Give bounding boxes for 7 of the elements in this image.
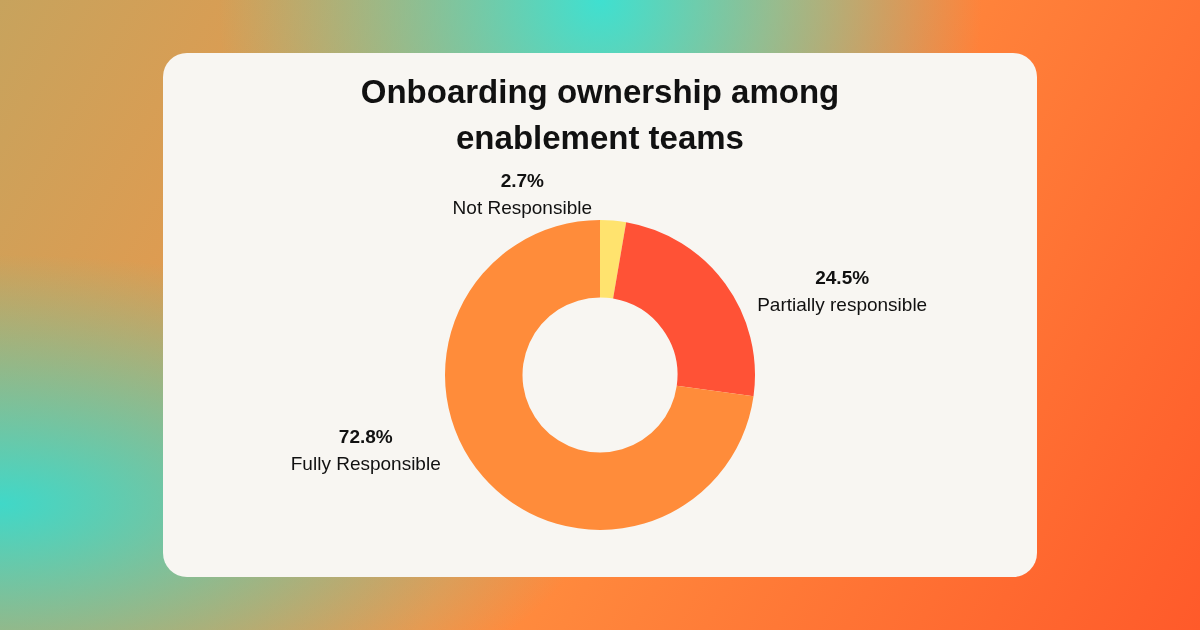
data-label: 2.7% [500,170,545,192]
data-label: 72.8% [338,425,393,447]
data-label: 24.5% [815,266,870,288]
slice-label: Not Responsible [452,197,593,219]
slice-label: Partially responsible [757,293,928,315]
slice-label: Fully Responsible [290,452,441,474]
chart-title: Onboarding ownership among enablement teams [359,72,841,158]
